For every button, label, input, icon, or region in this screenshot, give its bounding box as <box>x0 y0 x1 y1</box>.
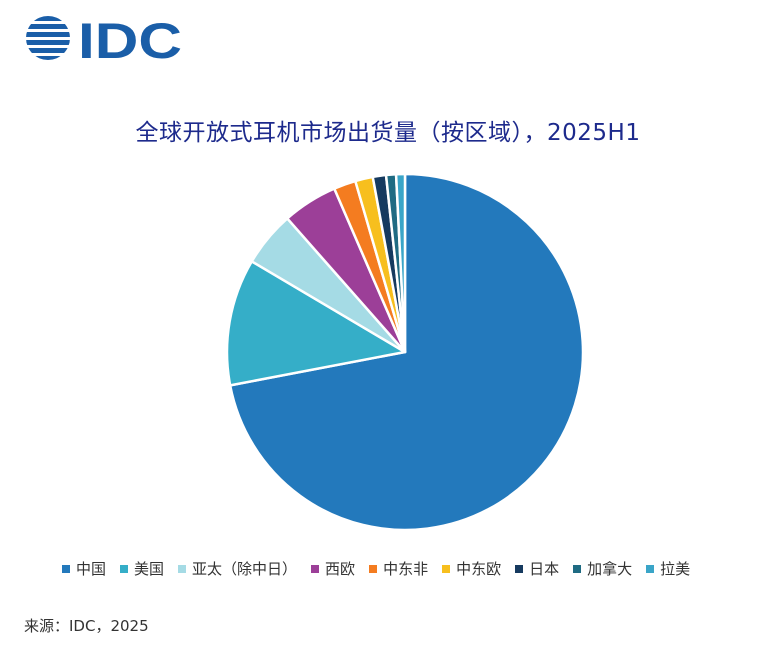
legend-label: 西欧 <box>325 560 356 578</box>
source-note: 来源：IDC，2025 <box>24 617 149 635</box>
legend-label: 亚太（除中日） <box>192 560 298 578</box>
legend-item-6: 日本 <box>515 558 559 579</box>
legend-item-5: 中东欧 <box>442 558 501 579</box>
legend-item-1: 美国 <box>120 558 164 579</box>
legend-label: 中东欧 <box>456 560 502 578</box>
legend-item-4: 中东非 <box>369 558 428 579</box>
legend-swatch <box>369 564 378 573</box>
legend-swatch <box>515 564 524 573</box>
legend-swatch <box>311 564 320 573</box>
legend-swatch <box>62 564 70 573</box>
legend-item-3: 西欧 <box>311 558 355 579</box>
legend-item-8: 拉美 <box>646 558 690 579</box>
legend-label: 拉美 <box>660 560 691 578</box>
legend-item-7: 加拿大 <box>573 558 632 579</box>
legend-item-2: 亚太（除中日） <box>178 558 297 579</box>
logo-text: IDC <box>78 14 182 62</box>
legend-label: 加拿大 <box>587 560 633 578</box>
pie-slice-1 <box>225 260 407 387</box>
legend-swatch <box>573 564 582 573</box>
legend-item-0: 中国 <box>62 558 106 579</box>
pie-slice-0 <box>228 172 585 532</box>
idc-logo: IDC <box>24 13 184 69</box>
chart-legend: 中国 美国 亚太（除中日） 西欧 中东非 中东欧 日本 加拿大 拉美 <box>62 558 762 579</box>
legend-label: 中国 <box>76 560 107 578</box>
legend-swatch <box>646 564 655 573</box>
legend-label: 美国 <box>134 560 165 578</box>
legend-swatch <box>178 564 187 573</box>
legend-swatch <box>120 564 129 573</box>
legend-swatch <box>442 564 451 573</box>
chart-title: 全球开放式耳机市场出货量（按区域），2025H1 <box>135 120 641 146</box>
pie-slice-8 <box>394 172 407 354</box>
legend-label: 日本 <box>529 560 560 578</box>
legend-label: 中东非 <box>383 560 429 578</box>
